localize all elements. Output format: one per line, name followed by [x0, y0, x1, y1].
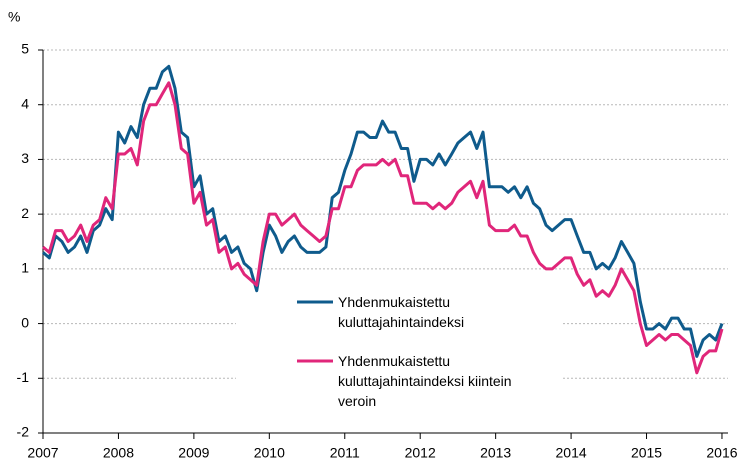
x-tick-label: 2014: [556, 445, 587, 461]
legend-label: Yhdenmukaistettu kuluttajahintaindeksi k…: [338, 353, 512, 409]
y-axis-label: %: [8, 9, 20, 25]
legend-box: [236, 290, 561, 422]
x-tick-label: 2016: [706, 445, 737, 461]
x-tick-label: 2008: [103, 445, 134, 461]
x-tick-label: 2011: [330, 445, 360, 461]
x-tick-label: 2015: [631, 445, 662, 461]
y-tick-label: 4: [21, 95, 29, 111]
x-tick-label: 2010: [254, 445, 285, 461]
y-tick-label: -1: [17, 369, 30, 385]
x-tick-label: 2013: [480, 445, 511, 461]
y-tick-label: 2: [21, 205, 29, 221]
x-tick-label: 2012: [405, 445, 436, 461]
x-tick-label: 2009: [178, 445, 209, 461]
y-tick-label: 3: [21, 150, 29, 166]
y-tick-label: 1: [21, 260, 29, 276]
legend-label: Yhdenmukaistettu kuluttajahintaindeksi: [338, 294, 465, 330]
y-tick-label: 0: [21, 314, 29, 330]
series-line: [42, 64, 724, 358]
series-line: [42, 81, 724, 375]
y-tick-label: -2: [17, 424, 30, 440]
x-tick-label: 2007: [27, 445, 58, 461]
y-tick-label: 5: [21, 41, 29, 57]
